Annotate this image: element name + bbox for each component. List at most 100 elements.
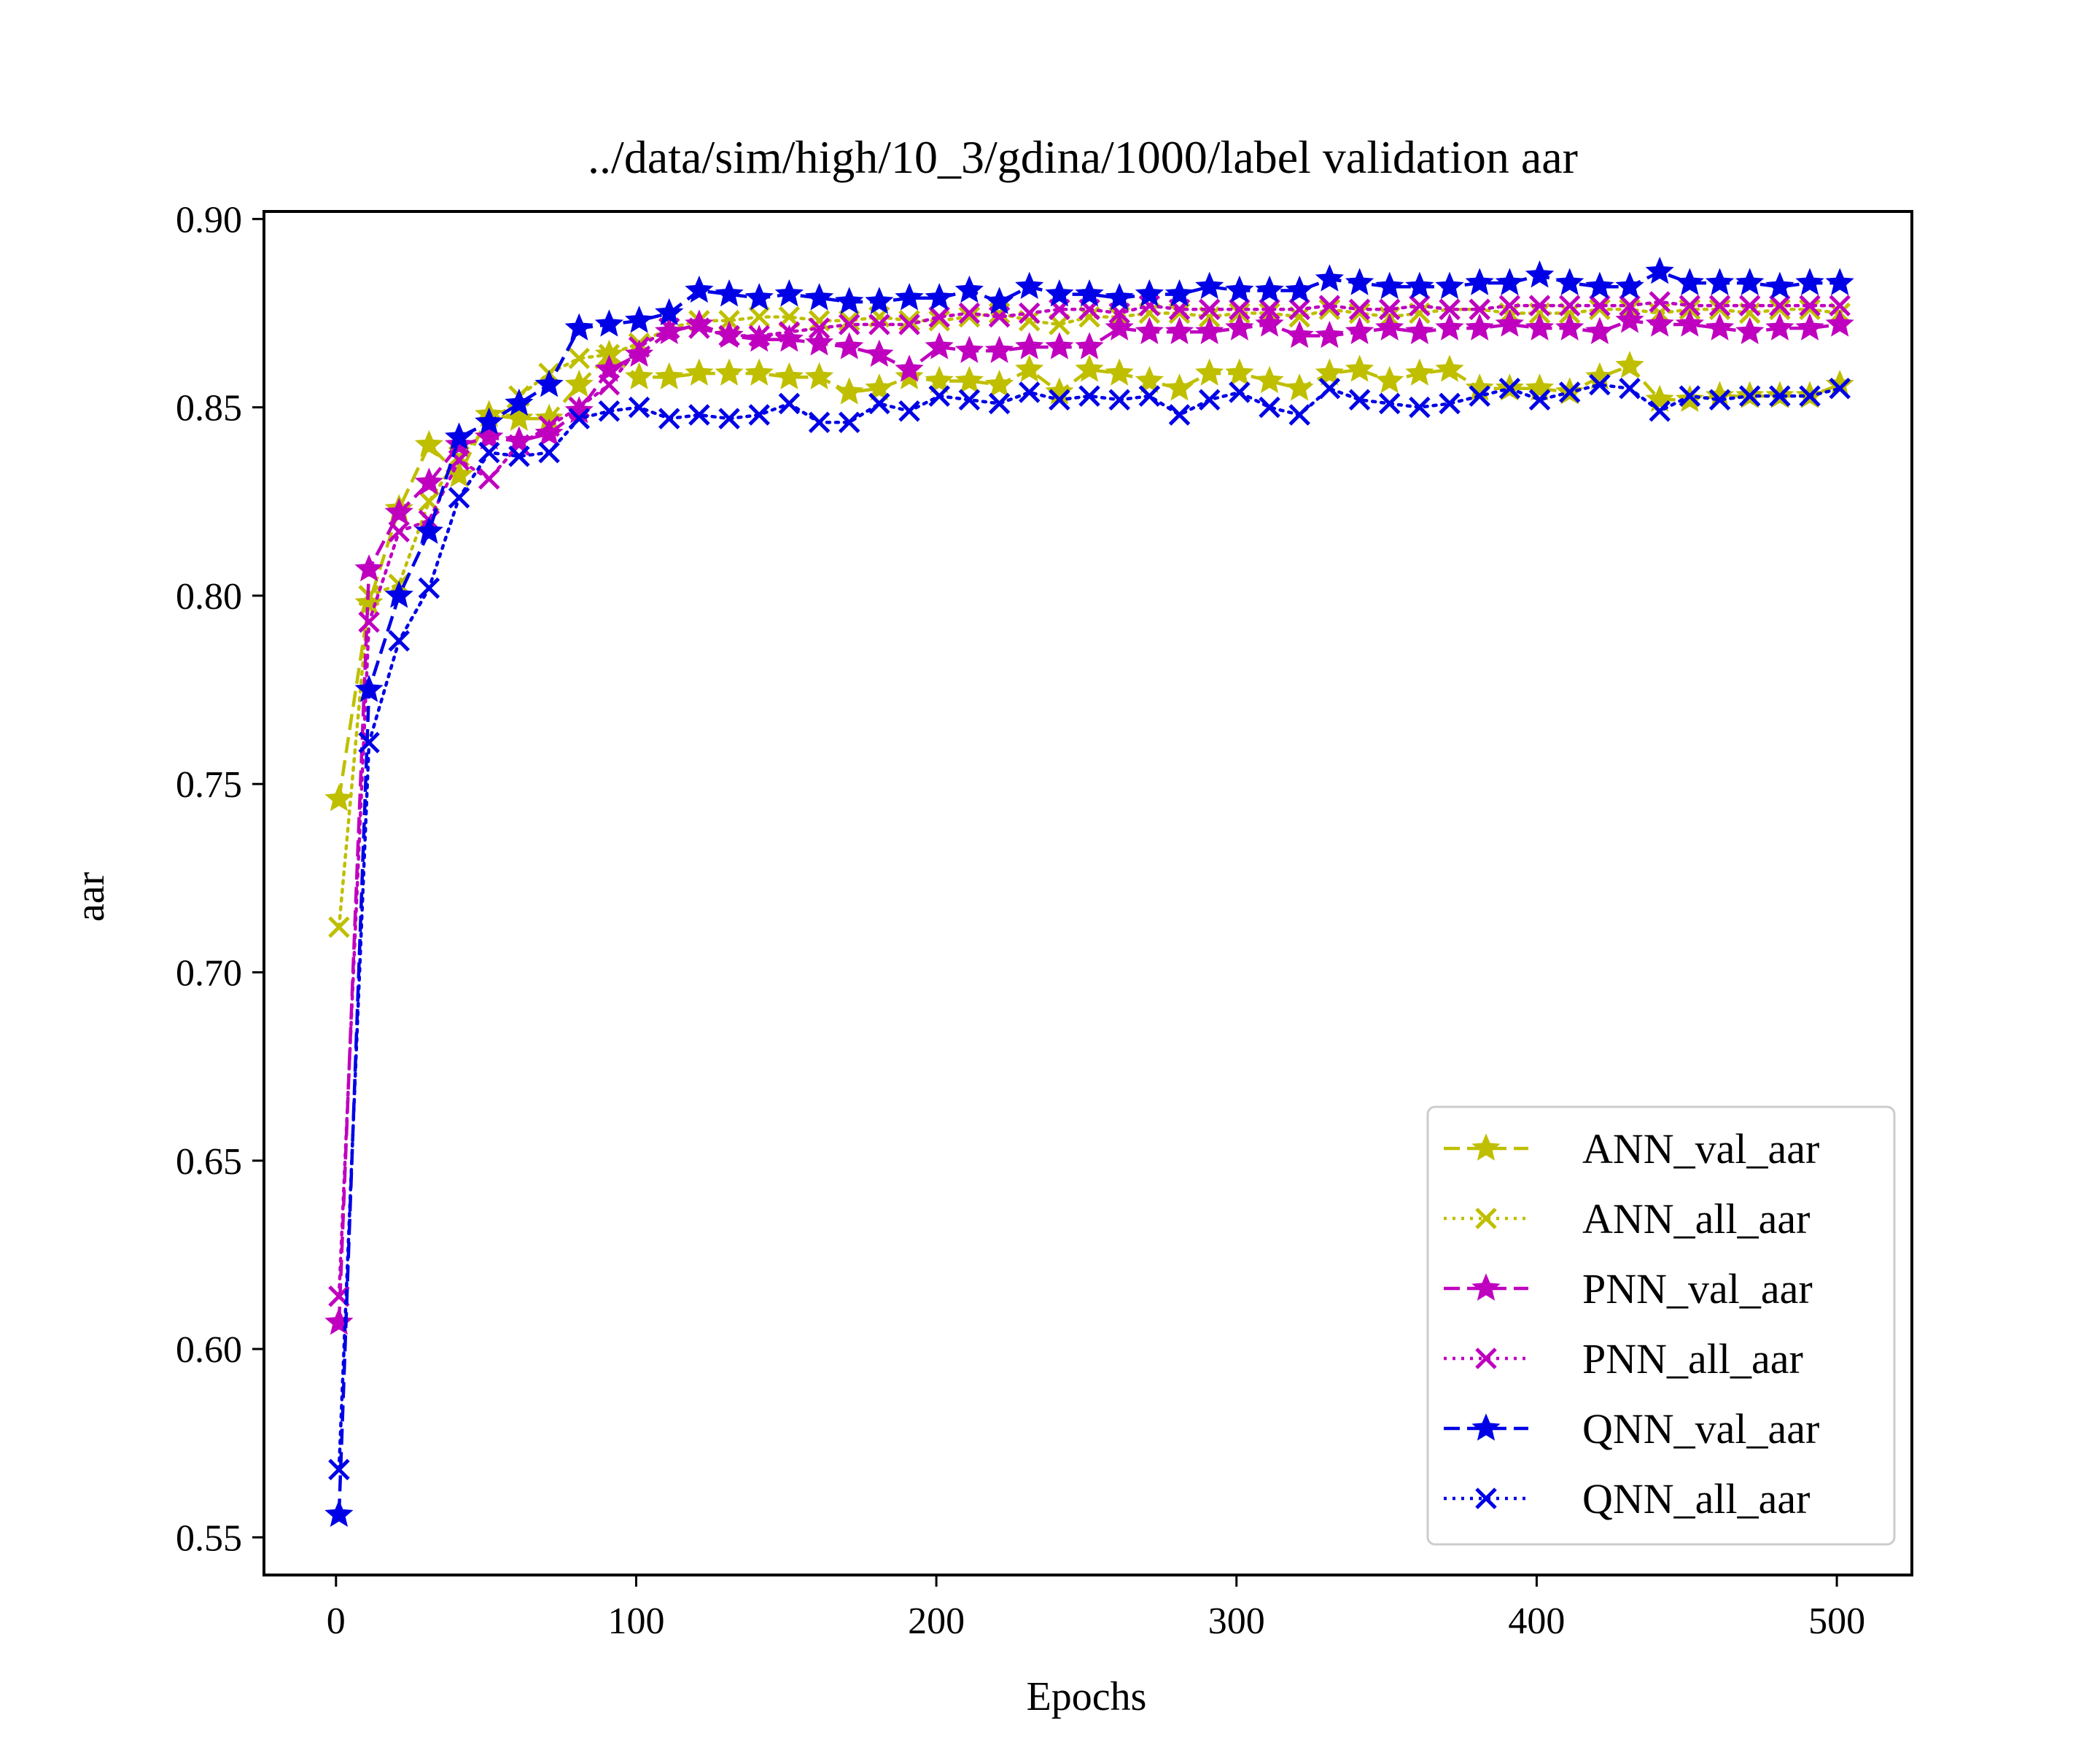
data-point <box>598 400 621 422</box>
data-point <box>898 400 920 422</box>
data-point <box>984 369 1014 397</box>
data-point <box>1649 400 1671 422</box>
data-point <box>384 580 413 608</box>
data-point <box>778 321 801 343</box>
data-point <box>538 415 560 438</box>
data-point <box>1465 313 1494 341</box>
legend-label: QNN_val_aar <box>1582 1405 1819 1452</box>
legend-label: PNN_all_aar <box>1582 1335 1803 1382</box>
data-point <box>1585 316 1614 345</box>
data-point <box>838 411 860 434</box>
data-point <box>715 279 744 307</box>
data-point <box>1315 320 1344 349</box>
data-point <box>1439 298 1461 321</box>
data-point <box>1799 295 1821 316</box>
data-point <box>865 287 894 314</box>
data-point <box>1735 268 1765 295</box>
data-point <box>1045 279 1074 307</box>
data-point <box>478 468 500 490</box>
data-point <box>1708 298 1731 321</box>
data-point <box>625 339 654 368</box>
data-point <box>1195 316 1224 345</box>
data-point <box>898 310 920 332</box>
data-point <box>358 731 380 754</box>
x-axis: 0 100 200 300 400 500 <box>327 1575 1865 1642</box>
data-point <box>1829 295 1851 316</box>
data-point <box>1589 373 1611 396</box>
data-point <box>804 283 834 311</box>
data-point <box>445 422 474 450</box>
data-point <box>1225 313 1254 341</box>
data-point <box>328 1458 350 1481</box>
data-point <box>835 377 864 405</box>
y-tick-label: 0.75 <box>176 764 242 806</box>
data-point <box>744 358 774 386</box>
data-point <box>1348 298 1371 321</box>
data-point <box>1765 313 1794 341</box>
data-point <box>1018 302 1041 324</box>
series-line-ann-val-aar <box>337 352 1840 800</box>
data-point <box>804 362 834 390</box>
data-point <box>658 408 680 429</box>
data-point <box>1799 298 1821 321</box>
data-point <box>1558 295 1581 316</box>
data-point <box>324 784 354 812</box>
data-point <box>505 388 534 416</box>
data-point <box>1108 389 1130 411</box>
data-point <box>1378 298 1401 321</box>
data-point <box>414 429 443 457</box>
data-point <box>448 486 470 509</box>
data-point <box>1015 271 1044 300</box>
data-point <box>1439 392 1461 415</box>
data-point <box>1825 309 1854 337</box>
data-point <box>384 497 413 525</box>
data-point <box>868 392 890 415</box>
data-point <box>1405 271 1434 300</box>
data-point <box>1435 354 1464 382</box>
series-ann-val-aar <box>324 339 1854 812</box>
data-point <box>628 396 650 419</box>
data-point <box>1679 298 1701 321</box>
legend-label: PNN_val_aar <box>1582 1265 1813 1312</box>
data-point <box>598 373 621 396</box>
data-point <box>1498 378 1521 400</box>
data-point <box>1164 316 1194 345</box>
data-point <box>1168 404 1191 426</box>
x-tick-label: 0 <box>327 1601 346 1642</box>
data-point <box>1649 291 1671 313</box>
data-point <box>1135 279 1164 307</box>
data-point <box>1435 313 1464 341</box>
data-point <box>808 310 831 332</box>
data-point <box>388 630 411 652</box>
plot-frame <box>262 210 1913 1576</box>
data-point <box>1409 295 1431 316</box>
data-point <box>1259 298 1280 321</box>
data-point <box>1015 354 1044 382</box>
data-point <box>1708 389 1731 411</box>
data-point <box>1225 275 1254 303</box>
data-point <box>1769 295 1791 316</box>
data-point <box>988 392 1011 415</box>
data-point <box>538 441 560 464</box>
data-point <box>748 306 770 328</box>
data-point <box>1285 275 1314 303</box>
legend-label: ANN_val_aar <box>1582 1125 1819 1172</box>
data-point <box>1229 302 1251 324</box>
data-point <box>414 516 443 544</box>
legend: ANN_val_aar ANN_all_aar PNN_val_aar PNN_all… <box>1426 1105 1896 1546</box>
data-point <box>594 309 623 337</box>
data-point <box>1705 313 1735 341</box>
data-point <box>1675 309 1704 337</box>
data-point <box>1135 316 1164 345</box>
data-point <box>1525 373 1555 401</box>
data-point <box>958 306 981 328</box>
data-point <box>1558 381 1581 403</box>
data-point <box>1345 354 1374 382</box>
data-point <box>568 347 591 370</box>
data-point <box>1018 381 1041 403</box>
data-point <box>1799 385 1821 407</box>
legend-marker <box>1471 1413 1501 1441</box>
data-point <box>1195 358 1224 386</box>
data-point <box>1049 389 1070 411</box>
data-point <box>685 275 714 303</box>
